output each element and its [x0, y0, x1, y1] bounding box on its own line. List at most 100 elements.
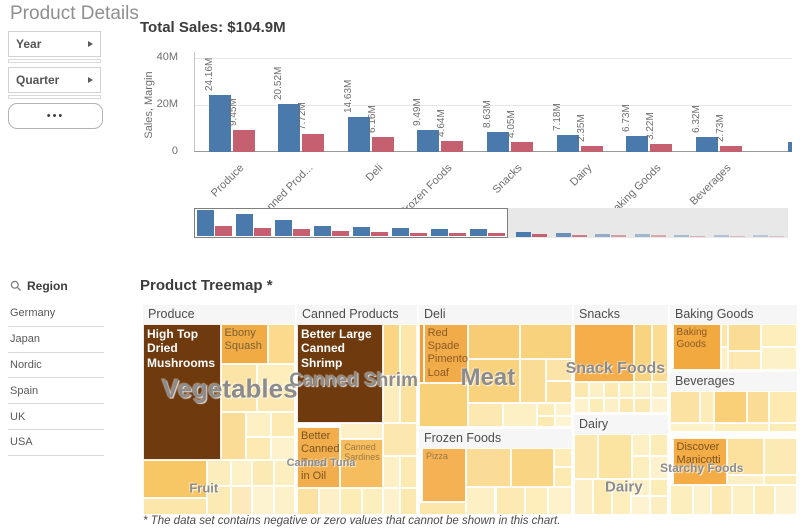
- bar-margin-dairy[interactable]: [580, 146, 603, 152]
- treemap-tile[interactable]: [466, 448, 511, 487]
- treemap-tile[interactable]: [651, 381, 668, 398]
- treemap-tile[interactable]: [650, 478, 668, 497]
- treemap-tile[interactable]: [519, 324, 572, 360]
- bar-sales-partial-next[interactable]: [788, 142, 792, 152]
- bar-sales-beverages[interactable]: [695, 137, 718, 152]
- treemap-tile-baking-goods[interactable]: Baking Goods: [672, 324, 721, 370]
- treemap-tile[interactable]: [714, 391, 748, 424]
- treemap-tile[interactable]: [536, 415, 556, 427]
- treemap-tile[interactable]: [419, 501, 467, 515]
- treemap-tile[interactable]: [589, 397, 605, 413]
- bar-margin-produce[interactable]: [232, 129, 255, 152]
- bar-margin-frozen-foods[interactable]: [441, 141, 464, 152]
- treemap-tile[interactable]: [340, 423, 384, 439]
- treemap-tile[interactable]: [574, 324, 635, 382]
- treemap-tile[interactable]: [257, 387, 295, 412]
- treemap-tile[interactable]: [340, 488, 362, 515]
- treemap-tile-high-top-dried-mushrooms[interactable]: High Top Dried Mushrooms: [143, 324, 221, 460]
- treemap-tile[interactable]: [545, 380, 572, 404]
- treemap-tile[interactable]: [632, 455, 651, 479]
- treemap-tile[interactable]: [419, 324, 424, 383]
- treemap-tile[interactable]: [220, 364, 257, 412]
- treemap-tile[interactable]: [553, 467, 572, 487]
- treemap-tile[interactable]: [361, 488, 384, 515]
- treemap-tile[interactable]: [495, 486, 525, 515]
- treemap-tile[interactable]: [631, 478, 651, 497]
- treemap-tile[interactable]: [598, 434, 633, 479]
- treemap-tile[interactable]: [634, 397, 652, 413]
- treemap-tile[interactable]: [400, 324, 417, 376]
- treemap-tile[interactable]: [400, 488, 417, 515]
- treemap-section-header-frozen-foods[interactable]: Frozen Foods: [419, 429, 572, 448]
- region-item-usa[interactable]: USA: [8, 429, 104, 456]
- treemap-tile[interactable]: [143, 459, 207, 498]
- treemap-tile[interactable]: [553, 448, 572, 468]
- treemap-tile[interactable]: [720, 324, 729, 347]
- treemap-tile[interactable]: [231, 459, 253, 487]
- bar-sales-baking-goods[interactable]: [626, 136, 649, 152]
- treemap-tile[interactable]: [383, 488, 401, 515]
- treemap-section-header-baking-goods[interactable]: Baking Goods: [670, 305, 797, 324]
- treemap-tile[interactable]: [692, 485, 711, 515]
- treemap-section-header-deli[interactable]: Deli: [419, 305, 572, 324]
- treemap-tile[interactable]: [206, 486, 232, 515]
- treemap-tile[interactable]: [297, 488, 319, 515]
- navigator-track[interactable]: [508, 208, 788, 238]
- treemap-tile[interactable]: [574, 434, 599, 479]
- treemap-section-header-produce[interactable]: Produce: [143, 305, 295, 324]
- treemap-tile[interactable]: [670, 423, 715, 432]
- treemap-tile[interactable]: [574, 397, 590, 413]
- treemap-tile[interactable]: [206, 459, 232, 487]
- treemap-tile[interactable]: [775, 485, 797, 515]
- bar-sales-dairy[interactable]: [556, 135, 579, 152]
- treemap-tile[interactable]: [257, 364, 295, 388]
- treemap-section-header-beverages[interactable]: Beverages: [670, 372, 797, 391]
- treemap-tile[interactable]: [753, 485, 776, 515]
- treemap-tile[interactable]: [273, 486, 295, 515]
- treemap-tile[interactable]: [631, 496, 651, 515]
- treemap-tile[interactable]: [720, 347, 729, 370]
- treemap-tile[interactable]: [632, 434, 651, 456]
- region-item-japan[interactable]: Japan: [8, 326, 104, 353]
- treemap-tile[interactable]: [619, 397, 635, 413]
- treemap-tile[interactable]: [400, 375, 417, 424]
- treemap-tile[interactable]: [252, 486, 274, 515]
- region-item-nordic[interactable]: Nordic: [8, 352, 104, 379]
- bar-margin-deli[interactable]: [371, 137, 394, 152]
- treemap-tile[interactable]: [143, 497, 207, 515]
- treemap-tile[interactable]: [652, 324, 668, 382]
- treemap-tile[interactable]: [727, 475, 764, 486]
- region-item-germany[interactable]: Germany: [8, 301, 104, 327]
- treemap-tile[interactable]: [547, 486, 572, 515]
- treemap-tile[interactable]: [651, 397, 668, 413]
- treemap-tile[interactable]: [273, 459, 295, 487]
- treemap-tile[interactable]: [574, 381, 590, 398]
- bar-margin-canned-prod[interactable]: [302, 133, 325, 152]
- treemap-section-header-snacks[interactable]: Snacks: [574, 305, 668, 324]
- bar-margin-baking-goods[interactable]: [650, 144, 673, 152]
- treemap-tile[interactable]: [747, 391, 770, 424]
- treemap-tile[interactable]: [467, 403, 504, 427]
- treemap-tile[interactable]: [252, 459, 274, 487]
- treemap-tile[interactable]: [383, 324, 401, 376]
- treemap-tile[interactable]: [519, 359, 546, 404]
- treemap-tile[interactable]: [467, 324, 520, 360]
- treemap-tile[interactable]: [604, 397, 620, 413]
- treemap-tile[interactable]: [270, 411, 295, 437]
- region-item-uk[interactable]: UK: [8, 404, 104, 430]
- treemap-tile[interactable]: [611, 478, 632, 515]
- treemap-tile[interactable]: [634, 324, 653, 382]
- treemap-tile-pizza[interactable]: Pizza: [422, 448, 467, 502]
- treemap-tile[interactable]: [727, 438, 764, 476]
- treemap-tile[interactable]: [728, 350, 762, 370]
- treemap-tile[interactable]: [650, 496, 668, 515]
- treemap-tile[interactable]: [634, 381, 652, 398]
- treemap-section-header-canned-products[interactable]: Canned Products: [297, 305, 417, 324]
- treemap-tile[interactable]: [536, 403, 556, 416]
- more-button[interactable]: •••: [8, 103, 103, 129]
- treemap-tile-ebony-squash[interactable]: Ebony Squash: [220, 324, 268, 365]
- treemap-tile[interactable]: [383, 455, 401, 489]
- treemap-tile[interactable]: [555, 415, 572, 427]
- bar-sales-snacks[interactable]: [486, 131, 509, 152]
- region-listbox-header[interactable]: Region: [10, 279, 68, 293]
